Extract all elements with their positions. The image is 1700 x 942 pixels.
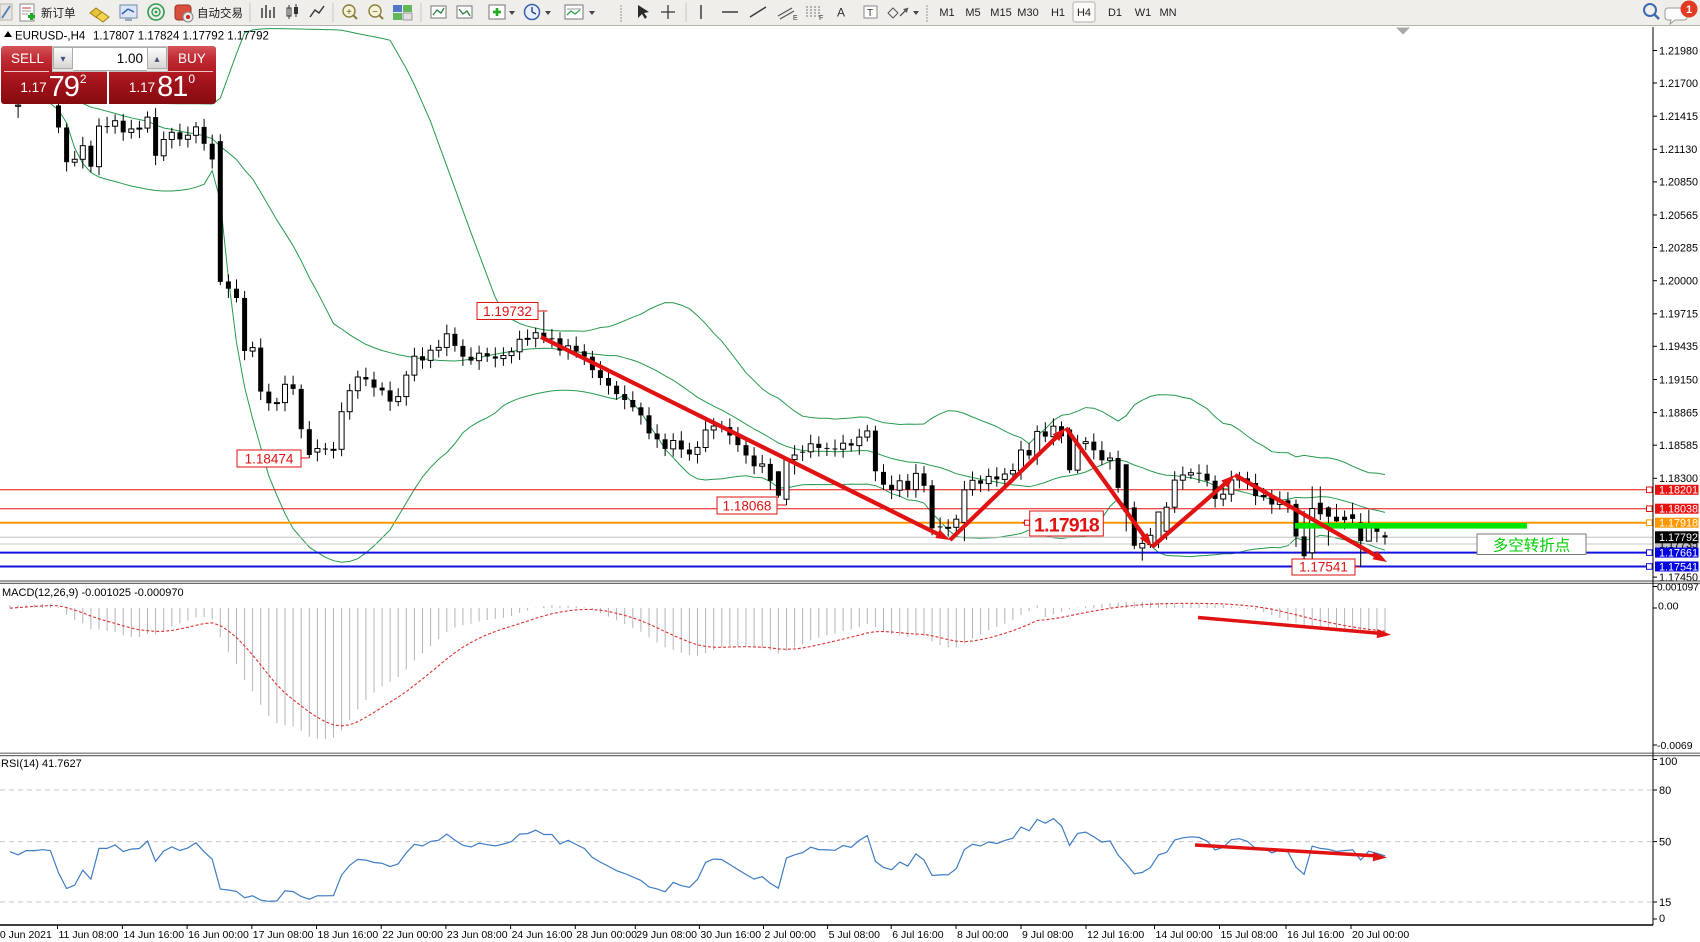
svg-text:H1: H1 <box>1051 7 1065 19</box>
svg-text:1.20565: 1.20565 <box>1659 210 1698 222</box>
svg-text:1.17918: 1.17918 <box>1034 515 1100 537</box>
svg-text:1.18585: 1.18585 <box>1659 440 1698 452</box>
svg-text:22 Jun 00:00: 22 Jun 00:00 <box>382 929 443 941</box>
svg-text:8 Jul 00:00: 8 Jul 00:00 <box>957 929 1009 941</box>
svg-text:M1: M1 <box>939 7 954 19</box>
svg-text:1.21700: 1.21700 <box>1659 78 1698 90</box>
svg-text:5 Jul 08:00: 5 Jul 08:00 <box>829 929 881 941</box>
svg-text:1.17807 1.17824 1.17792 1.1779: 1.17807 1.17824 1.17792 1.17792 <box>93 31 269 43</box>
svg-text:6 Jul 16:00: 6 Jul 16:00 <box>892 929 944 941</box>
svg-text:50: 50 <box>1659 837 1671 849</box>
svg-text:18 Jun 16:00: 18 Jun 16:00 <box>318 929 379 941</box>
svg-text:1.18038: 1.18038 <box>1659 504 1698 516</box>
svg-text:H4: H4 <box>1077 7 1091 19</box>
svg-text:1.18865: 1.18865 <box>1659 407 1698 419</box>
svg-text:1.17661: 1.17661 <box>1659 547 1698 559</box>
svg-text:20 Jul 00:00: 20 Jul 00:00 <box>1352 929 1409 941</box>
svg-text:T: T <box>867 8 873 19</box>
svg-text:2 Jul 00:00: 2 Jul 00:00 <box>765 929 817 941</box>
svg-text:1.18300: 1.18300 <box>1659 473 1698 485</box>
svg-text:M5: M5 <box>965 7 980 19</box>
svg-text:29 Jun 08:00: 29 Jun 08:00 <box>636 929 697 941</box>
svg-text:17 Jun 08:00: 17 Jun 08:00 <box>253 929 314 941</box>
svg-text:1.17541: 1.17541 <box>1299 560 1348 575</box>
svg-text:24 Jun 16:00: 24 Jun 16:00 <box>512 929 573 941</box>
svg-text:EURUSD-,H4: EURUSD-,H4 <box>15 31 86 43</box>
svg-text:E: E <box>793 15 798 22</box>
svg-text:10 Jun 2021: 10 Jun 2021 <box>0 929 52 941</box>
svg-text:1.19435: 1.19435 <box>1659 341 1698 353</box>
svg-text:0.00: 0.00 <box>1658 601 1679 613</box>
svg-text:15 Jul 08:00: 15 Jul 08:00 <box>1221 929 1278 941</box>
svg-text:1.17541: 1.17541 <box>1659 561 1698 573</box>
svg-text:1.21415: 1.21415 <box>1659 111 1698 123</box>
svg-text:30 Jun 16:00: 30 Jun 16:00 <box>700 929 761 941</box>
svg-text:-0.0069: -0.0069 <box>1657 740 1693 752</box>
svg-text:1.18201: 1.18201 <box>1659 485 1698 497</box>
svg-text:11 Jun 08:00: 11 Jun 08:00 <box>59 929 119 941</box>
svg-text:1.19150: 1.19150 <box>1659 374 1698 386</box>
svg-text:100: 100 <box>1659 756 1677 768</box>
svg-text:23 Jun 08:00: 23 Jun 08:00 <box>447 929 508 941</box>
svg-text:1.21130: 1.21130 <box>1659 144 1697 156</box>
svg-text:F: F <box>819 15 823 22</box>
svg-text:1.19732: 1.19732 <box>483 304 532 319</box>
svg-text:1.17792: 1.17792 <box>1659 532 1698 544</box>
svg-text:W1: W1 <box>1135 7 1152 19</box>
svg-text:1.18068: 1.18068 <box>723 499 772 514</box>
svg-text:80: 80 <box>1659 785 1671 797</box>
svg-text:15: 15 <box>1659 897 1671 909</box>
svg-text:1.21980: 1.21980 <box>1659 45 1698 57</box>
svg-text:1.20850: 1.20850 <box>1659 177 1698 189</box>
svg-text:−: − <box>372 7 378 18</box>
svg-text:RSI(14) 41.7627: RSI(14) 41.7627 <box>1 758 82 770</box>
svg-text:MACD(12,26,9) -0.001025 -0.000: MACD(12,26,9) -0.001025 -0.000970 <box>2 587 184 599</box>
svg-text:M15: M15 <box>990 7 1011 19</box>
svg-text:28 Jun 00:00: 28 Jun 00:00 <box>576 929 637 941</box>
svg-text:D1: D1 <box>1108 7 1122 19</box>
svg-text:16 Jul 16:00: 16 Jul 16:00 <box>1287 929 1344 941</box>
svg-text:M30: M30 <box>1017 7 1038 19</box>
svg-text:0: 0 <box>1659 913 1665 925</box>
svg-text:1.19715: 1.19715 <box>1659 309 1698 321</box>
svg-text:0.001097: 0.001097 <box>1657 583 1699 594</box>
svg-text:1.18474: 1.18474 <box>245 452 294 467</box>
svg-text:新订单: 新订单 <box>41 6 76 20</box>
svg-text:1.17918: 1.17918 <box>1659 518 1698 530</box>
svg-text:16 Jun 00:00: 16 Jun 00:00 <box>188 929 249 941</box>
svg-text:+: + <box>346 7 352 18</box>
svg-text:A: A <box>837 6 845 20</box>
svg-text:14 Jul 00:00: 14 Jul 00:00 <box>1156 929 1213 941</box>
svg-text:1.20000: 1.20000 <box>1659 276 1698 288</box>
svg-text:1.20285: 1.20285 <box>1659 242 1698 254</box>
svg-text:MN: MN <box>1159 7 1176 19</box>
svg-text:12 Jul 16:00: 12 Jul 16:00 <box>1087 929 1144 941</box>
svg-text:14 Jun 16:00: 14 Jun 16:00 <box>123 929 184 941</box>
svg-text:多空转折点: 多空转折点 <box>1493 537 1571 555</box>
svg-text:9 Jul 08:00: 9 Jul 08:00 <box>1022 929 1074 941</box>
svg-text:自动交易: 自动交易 <box>197 6 243 20</box>
svg-text:1: 1 <box>1686 4 1692 16</box>
